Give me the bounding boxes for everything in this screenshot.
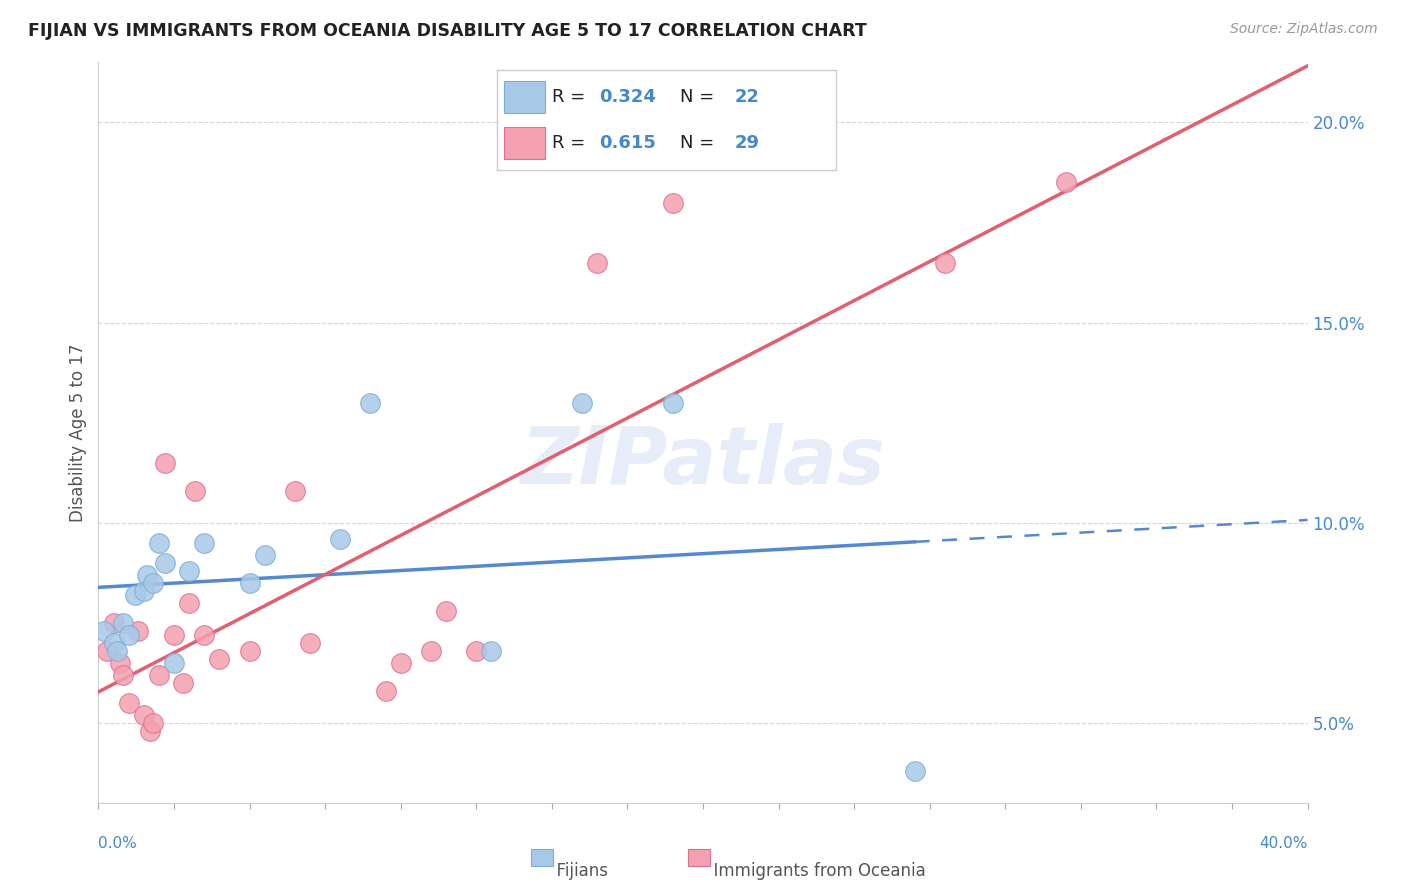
Point <box>420 644 443 658</box>
Point <box>253 548 276 562</box>
Point <box>132 707 155 722</box>
Point <box>934 255 956 269</box>
Point <box>111 615 134 630</box>
Point <box>329 532 352 546</box>
Point <box>434 604 457 618</box>
Point <box>153 556 176 570</box>
Point <box>179 564 201 578</box>
Point <box>481 644 503 658</box>
Point <box>239 644 262 658</box>
Point <box>465 644 488 658</box>
Point <box>299 636 322 650</box>
Point <box>96 644 118 658</box>
Point <box>163 656 186 670</box>
FancyBboxPatch shape <box>689 849 710 866</box>
Text: Source: ZipAtlas.com: Source: ZipAtlas.com <box>1230 22 1378 37</box>
Point <box>389 656 412 670</box>
Point <box>208 651 231 665</box>
Point <box>239 575 262 590</box>
Point <box>108 656 131 670</box>
Point <box>118 628 141 642</box>
Point <box>142 715 165 730</box>
Point <box>193 628 215 642</box>
Point <box>111 667 134 681</box>
Point <box>661 195 683 210</box>
Point <box>193 535 215 549</box>
Point <box>105 644 128 658</box>
Point <box>118 696 141 710</box>
Text: 40.0%: 40.0% <box>1260 836 1308 851</box>
Point <box>124 588 146 602</box>
Point <box>360 395 382 409</box>
Point <box>904 764 927 778</box>
Text: Fijians: Fijians <box>546 862 607 880</box>
Point <box>374 683 396 698</box>
Point <box>153 456 176 470</box>
Text: Immigrants from Oceania: Immigrants from Oceania <box>703 862 925 880</box>
Point <box>571 395 593 409</box>
Point <box>1054 176 1077 190</box>
Point <box>142 575 165 590</box>
Point <box>284 483 307 498</box>
Point <box>103 615 125 630</box>
Point <box>139 723 162 738</box>
Point <box>132 583 155 598</box>
FancyBboxPatch shape <box>531 849 553 866</box>
Point <box>103 636 125 650</box>
Text: FIJIAN VS IMMIGRANTS FROM OCEANIA DISABILITY AGE 5 TO 17 CORRELATION CHART: FIJIAN VS IMMIGRANTS FROM OCEANIA DISABI… <box>28 22 868 40</box>
Point <box>179 596 201 610</box>
Point <box>661 395 683 409</box>
Y-axis label: Disability Age 5 to 17: Disability Age 5 to 17 <box>69 343 87 522</box>
Point <box>93 624 115 638</box>
Point <box>163 628 186 642</box>
Point <box>148 535 170 549</box>
Point <box>184 483 207 498</box>
Point <box>172 675 194 690</box>
Point <box>148 667 170 681</box>
Text: ZIPatlas: ZIPatlas <box>520 423 886 501</box>
Text: 0.0%: 0.0% <box>98 836 138 851</box>
Point <box>135 567 157 582</box>
Point <box>586 255 609 269</box>
Point <box>127 624 149 638</box>
